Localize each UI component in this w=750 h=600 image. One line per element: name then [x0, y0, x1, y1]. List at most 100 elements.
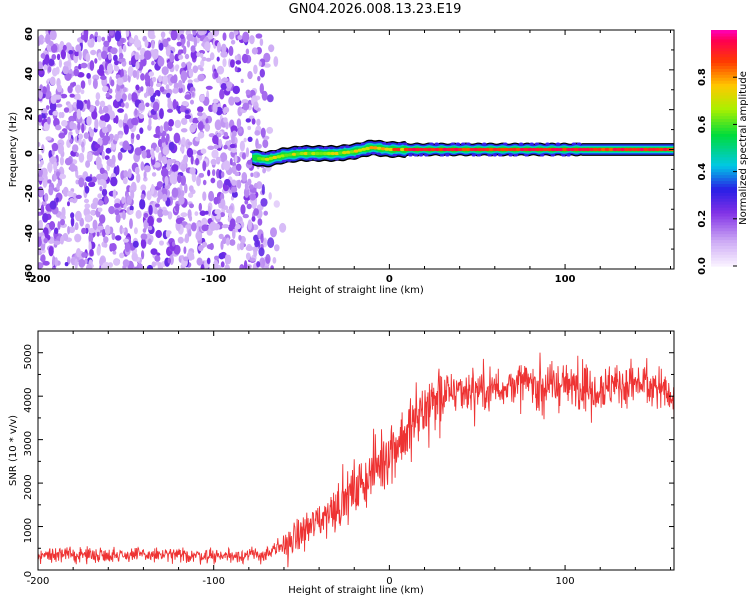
- noise-blob: [117, 151, 123, 161]
- signal-core: [396, 147, 401, 152]
- noise-blob: [266, 126, 274, 134]
- noise-blob: [68, 226, 76, 234]
- noise-blob: [268, 192, 272, 200]
- colorbar-swatch: [711, 130, 737, 134]
- noise-blob: [260, 127, 266, 138]
- signal-edge-blob: [345, 145, 350, 149]
- noise-blob: [157, 138, 163, 148]
- colorbar-swatch: [711, 260, 737, 264]
- noise-blob: [204, 210, 209, 215]
- noise-blob: [179, 146, 185, 153]
- signal-core: [407, 147, 413, 152]
- y-tick-label-bottom: 1000: [23, 518, 34, 543]
- noise-blob: [239, 140, 245, 152]
- noise-blob: [162, 75, 168, 85]
- signal-core: [442, 147, 448, 152]
- noise-blob: [73, 165, 78, 172]
- noise-blob: [50, 95, 57, 104]
- signal-core: [465, 147, 471, 152]
- noise-blob: [151, 49, 159, 60]
- noise-blob: [207, 169, 211, 177]
- noise-blob: [78, 177, 85, 188]
- noise-blob: [257, 75, 261, 82]
- noise-blob: [104, 224, 111, 236]
- noise-blob: [237, 106, 243, 117]
- noise-blob: [144, 222, 149, 227]
- noise-blob: [221, 224, 230, 229]
- noise-blob: [156, 181, 163, 188]
- signal-core: [357, 148, 363, 152]
- noise-blob: [132, 70, 137, 78]
- noise-blob: [102, 85, 109, 93]
- signal-core: [643, 147, 649, 152]
- noise-blob: [138, 102, 145, 111]
- signal-core: [458, 147, 463, 152]
- colorbar-swatch: [711, 115, 737, 120]
- noise-blob: [260, 233, 264, 244]
- noise-blob: [180, 128, 188, 133]
- noise-blob: [188, 215, 193, 222]
- snr-plot-area: [38, 352, 674, 568]
- noise-blob: [209, 242, 214, 251]
- noise-blob: [78, 50, 82, 61]
- y-tick-label-top: -40: [24, 224, 35, 242]
- colorbar-swatch: [711, 56, 737, 61]
- noise-blob: [140, 73, 145, 81]
- noise-blob: [157, 191, 163, 200]
- noise-blob: [48, 246, 54, 257]
- noise-blob: [267, 237, 275, 249]
- noise-blob: [123, 124, 129, 135]
- noise-blob: [94, 143, 101, 149]
- noise-blob: [117, 108, 124, 113]
- noise-blob: [99, 179, 106, 186]
- noise-blob: [190, 99, 194, 105]
- noise-blob: [40, 254, 46, 263]
- colorbar-swatch: [711, 159, 737, 164]
- signal-edge-blob: [339, 145, 345, 149]
- colorbar-swatch: [711, 150, 737, 155]
- noise-blob: [140, 161, 145, 171]
- noise-blob: [196, 175, 201, 187]
- noise-blob: [184, 114, 192, 120]
- signal-core: [593, 147, 598, 152]
- noise-blob: [159, 86, 165, 93]
- signal-edge-blob: [355, 154, 360, 158]
- signal-core: [481, 147, 486, 152]
- noise-blob: [205, 118, 209, 124]
- noise-blob: [254, 130, 260, 136]
- noise-blob: [68, 50, 74, 55]
- noise-blob: [200, 264, 205, 269]
- noise-blob: [85, 263, 93, 269]
- noise-blob: [129, 210, 134, 215]
- colorbar-swatch: [711, 112, 737, 117]
- noise-blob: [186, 40, 191, 48]
- noise-blob: [118, 119, 124, 128]
- noise-blob: [80, 141, 85, 148]
- signal-edge-blob: [376, 152, 381, 156]
- signal-core: [461, 147, 467, 152]
- signal-edge-blob: [313, 157, 318, 161]
- noise-blob: [256, 118, 261, 126]
- noise-blob: [219, 212, 225, 218]
- noise-blob: [85, 53, 91, 63]
- signal-core: [496, 147, 502, 152]
- noise-blob: [259, 38, 264, 46]
- signal-edge-blob: [260, 152, 266, 155]
- noise-blob: [95, 99, 100, 107]
- noise-blob: [174, 119, 182, 129]
- signal-core: [647, 147, 653, 152]
- noise-blob: [143, 92, 148, 99]
- signal-core: [612, 147, 618, 152]
- noise-blob: [119, 52, 124, 60]
- noise-blob: [151, 39, 155, 50]
- noise-blob: [104, 195, 109, 205]
- noise-blob: [144, 149, 152, 159]
- noise-blob: [90, 202, 98, 210]
- noise-blob: [167, 108, 173, 113]
- noise-blob: [158, 42, 164, 51]
- noise-blob: [265, 254, 271, 264]
- signal-edge-blob: [408, 153, 413, 157]
- noise-blob: [53, 161, 58, 172]
- noise-blob: [234, 55, 239, 61]
- colorbar-swatch: [711, 177, 737, 182]
